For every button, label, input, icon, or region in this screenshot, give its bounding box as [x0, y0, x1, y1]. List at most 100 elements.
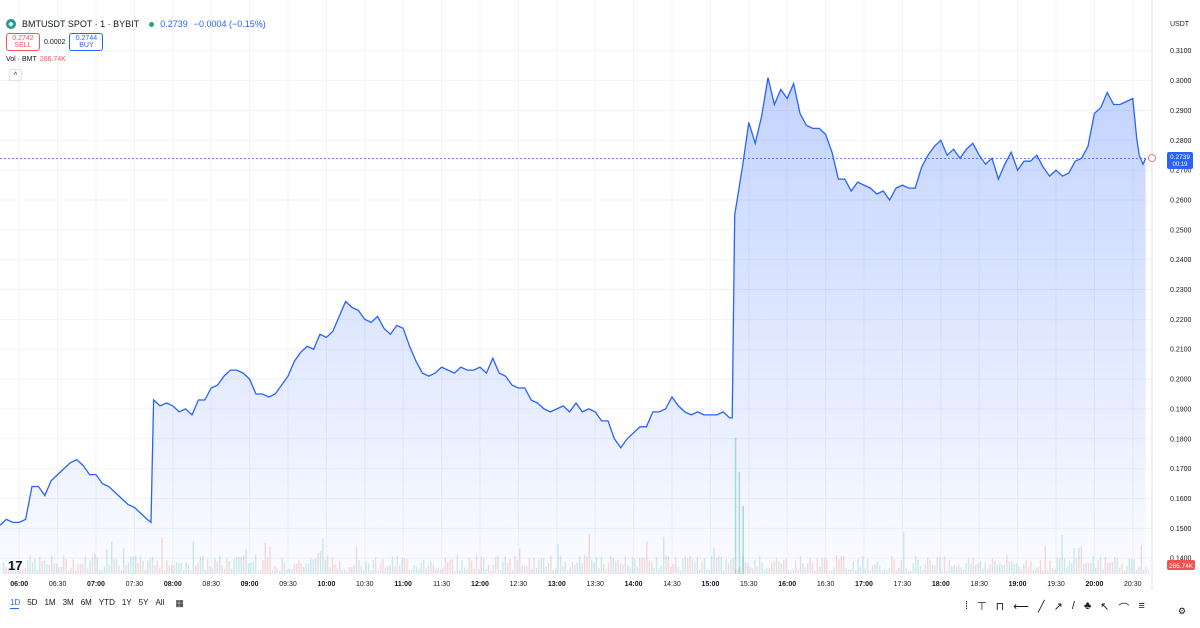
price-tick-label: 0.1700 — [1170, 466, 1192, 473]
volume-bar — [1147, 569, 1150, 574]
time-tick-label: 15:00 — [701, 581, 719, 588]
tool-line-icon[interactable]: / — [1071, 600, 1075, 612]
price-tick-label: 0.2900 — [1170, 108, 1192, 115]
chevron-up-icon: ^ — [13, 71, 18, 79]
time-tick-label: 17:30 — [894, 581, 912, 588]
collapse-legend-button[interactable]: ^ — [9, 69, 22, 81]
time-tick-label: 08:00 — [164, 581, 182, 588]
price-tick-label: 0.1400 — [1170, 556, 1192, 563]
time-tick-label: 06:30 — [49, 581, 67, 588]
volume-legend-label: Vol · BMT — [6, 56, 37, 63]
market-status-icon — [149, 21, 155, 27]
spread-value: 0.0002 — [44, 38, 66, 46]
time-axis[interactable]: 06:00 06:30 07:00 07:30 08:00 08:30 09:00 09:30… — [10, 581, 1141, 588]
sell-label: SELL — [14, 42, 32, 49]
range-selector: 1D 5D 1M 3M 6M YTD 1Y 5Y All ▦ — [10, 598, 184, 609]
price-tick-label: 0.1600 — [1170, 496, 1192, 503]
tool-curve-icon[interactable]: ⌒ — [1118, 603, 1130, 615]
time-tick-label: 14:30 — [663, 581, 681, 588]
time-tick-label: 18:30 — [970, 581, 988, 588]
buy-button[interactable]: 0.2744 BUY — [69, 33, 104, 51]
price-tick-label: 0.2200 — [1170, 317, 1192, 324]
price-tick-label: 0.1500 — [1170, 526, 1192, 533]
price-tick-label: 0.1900 — [1170, 406, 1192, 413]
time-tick-label: 07:00 — [87, 581, 105, 588]
drawing-toolbar: ⁞ ⊤ ⊓ ⟵ ╱ ↗ / ♣ ↖ ⌒ ≡ — [965, 600, 1145, 616]
tool-trend-line-icon[interactable]: ╱ — [1038, 601, 1045, 613]
range-1y[interactable]: 1Y — [121, 598, 132, 607]
time-tick-label: 19:30 — [1047, 581, 1065, 588]
range-1d[interactable]: 1D — [10, 598, 21, 607]
tool-t-icon[interactable]: ⊤ — [977, 601, 987, 613]
range-1m[interactable]: 1M — [44, 598, 56, 607]
symbol-legend: ◆ BMTUSDT SPOT · 1 · BYBIT 0.2739 −0.000… — [6, 19, 266, 29]
range-6m[interactable]: 6M — [80, 598, 92, 607]
range-ytd[interactable]: YTD — [98, 598, 115, 607]
volume-tag-value: 266.74K — [1169, 563, 1194, 570]
time-tick-label: 19:00 — [1009, 581, 1027, 588]
settings-icon[interactable]: ⚙ — [1178, 606, 1187, 616]
range-5d[interactable]: 5D — [27, 598, 38, 607]
volume-tag: 266.74K — [1167, 560, 1195, 570]
price-tick-label: 0.2500 — [1170, 227, 1192, 234]
price-tick-label: 0.2400 — [1170, 257, 1192, 264]
volume-legend-value: 266.74K — [39, 56, 66, 63]
range-5y[interactable]: 5Y — [138, 598, 149, 607]
time-tick-label: 06:00 — [10, 581, 28, 588]
time-tick-label: 20:00 — [1085, 581, 1103, 588]
buy-label: BUY — [79, 42, 94, 49]
current-price-tag: 0.2739 00:19 — [1167, 152, 1193, 169]
calendar-icon[interactable]: ▦ — [175, 598, 184, 608]
time-tick-label: 16:00 — [778, 581, 796, 588]
exchange-logo-icon: ◆ — [6, 19, 16, 29]
time-tick-label: 12:30 — [510, 581, 528, 588]
price-tick-label: 0.2100 — [1170, 347, 1192, 354]
symbol-title[interactable]: BMTUSDT SPOT · 1 · BYBIT — [22, 19, 140, 29]
time-tick-label: 13:00 — [548, 581, 566, 588]
tools-handle-icon[interactable]: ⁞ — [965, 600, 969, 612]
time-tick-label: 12:00 — [471, 581, 489, 588]
price-tick-label: 0.2800 — [1170, 138, 1192, 145]
price-tag-countdown: 00:19 — [1172, 162, 1188, 168]
tool-more-icon[interactable]: ≡ — [1138, 600, 1145, 612]
time-tick-label: 08:30 — [202, 581, 220, 588]
volume-bar — [1145, 566, 1147, 574]
time-tick-label: 07:30 — [126, 581, 144, 588]
buy-price: 0.2744 — [75, 35, 98, 42]
price-tick-label: 0.2000 — [1170, 377, 1192, 384]
time-tick-label: 09:30 — [279, 581, 297, 588]
tool-arrow-icon[interactable]: ↗ — [1053, 601, 1063, 613]
price-tick-label: 0.3000 — [1170, 78, 1192, 85]
tradingview-logo-icon[interactable]: 17 — [8, 558, 23, 573]
time-tick-label: 11:30 — [433, 581, 450, 588]
tool-bracket-icon[interactable]: ⊓ — [995, 601, 1005, 613]
price-tick-label: 0.2700 — [1170, 168, 1192, 175]
time-tick-label: 10:30 — [356, 581, 374, 588]
price-tick-label: 0.2300 — [1170, 287, 1192, 294]
price-line — [0, 77, 1147, 526]
volume-legend: Vol · BMT 266.74K — [6, 56, 66, 63]
range-3m[interactable]: 3M — [62, 598, 74, 607]
time-tick-label: 16:30 — [817, 581, 835, 588]
time-tick-label: 11:00 — [394, 581, 412, 588]
time-tick-label: 13:30 — [586, 581, 604, 588]
sell-price: 0.2742 — [12, 35, 34, 42]
time-tick-label: 15:30 — [740, 581, 758, 588]
tool-volume-profile-icon[interactable]: ♣ — [1083, 600, 1092, 612]
time-tick-label: 09:00 — [241, 581, 259, 588]
price-area — [0, 77, 1146, 574]
trade-panel: 0.2742 SELL 0.0002 0.2744 BUY — [6, 33, 104, 51]
price-tick-label: 0.1800 — [1170, 436, 1192, 443]
range-all[interactable]: All — [155, 598, 165, 607]
tool-path-icon[interactable]: ↖ — [1100, 601, 1110, 613]
sell-button[interactable]: 0.2742 SELL — [6, 33, 40, 51]
last-price-marker — [1148, 154, 1156, 162]
price-tick-label: 0.3100 — [1170, 48, 1192, 55]
price-axis[interactable]: 0.3100 0.3000 0.2900 0.2800 0.2700 0.2600 0.25… — [1170, 48, 1192, 562]
tool-horizontal-ray-icon[interactable]: ⟵ — [1013, 601, 1030, 613]
time-tick-label: 10:00 — [317, 581, 335, 588]
currency-label[interactable]: USDT — [1170, 21, 1190, 28]
time-tick-label: 20:30 — [1124, 581, 1142, 588]
price-tag-value: 0.2739 — [1170, 154, 1190, 161]
